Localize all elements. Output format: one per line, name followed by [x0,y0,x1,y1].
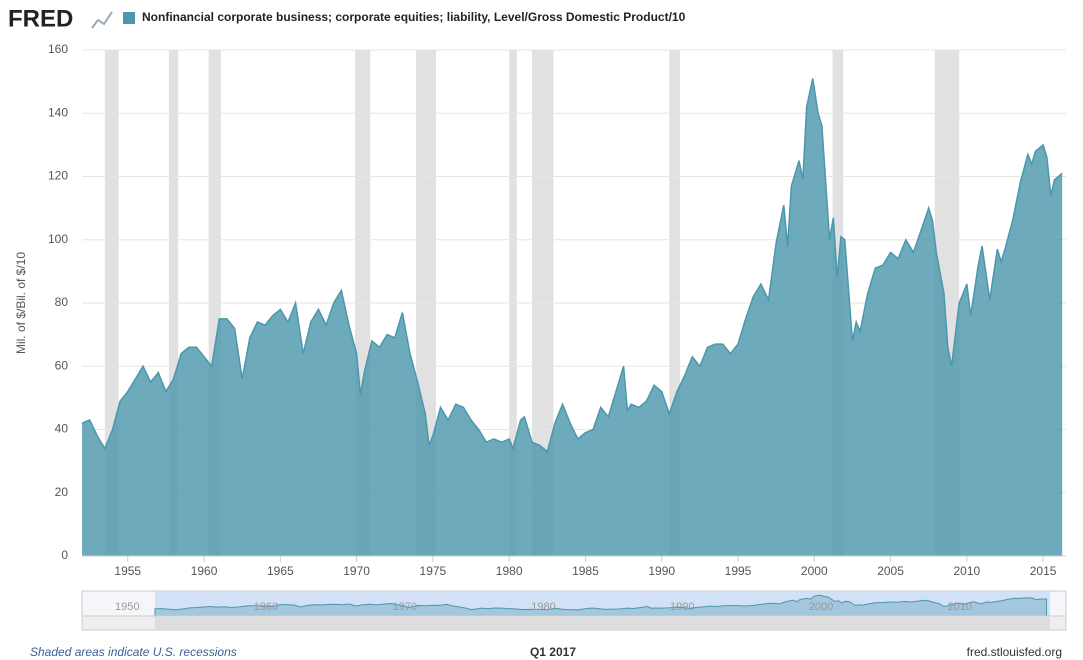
y-tick-label: 0 [61,548,68,562]
y-axis-label: Mil. of $/Bil. of $/10 [14,252,28,354]
navigator-series [154,594,1048,616]
area-fill [82,78,1063,557]
logo-icon [91,11,113,29]
x-tick-label: 1980 [496,564,523,578]
navigator-tick-label: 1990 [670,601,694,613]
x-tick-label: 2010 [953,564,980,578]
x-tick-label: 1960 [191,564,218,578]
y-tick-label: 120 [48,169,68,183]
recession-note: Shaded areas indicate U.S. recessions [30,645,237,659]
x-tick-label: 1965 [267,564,294,578]
y-tick-label: 100 [48,232,68,246]
logo: FRED [8,5,73,32]
y-tick-label: 60 [55,358,69,372]
navigator-tick-label: 1970 [393,601,417,613]
y-tick-label: 40 [55,422,69,436]
x-tick-label: 1985 [572,564,599,578]
x-tick-label: 1970 [343,564,370,578]
x-tick-label: 1955 [114,564,141,578]
source: fred.stlouisfed.org [967,645,1062,659]
navigator-selection[interactable] [155,591,1050,616]
x-tick-label: 1990 [648,564,675,578]
navigator-tick-label: 1960 [254,601,278,613]
navigator-tick-label: 1980 [531,601,555,613]
x-tick-label: 2015 [1030,564,1057,578]
navigator-tick-label: 2010 [948,601,972,613]
x-tick-label: 2005 [877,564,904,578]
period-label: Q1 2017 [530,645,576,659]
navigator-content: 1950 1960 1970 1980 1990 2000 2010 [115,594,1048,616]
area-line [81,78,1063,453]
y-tick-label: 80 [55,295,69,309]
plot-area: 0 20 40 60 80 100 120 140 160 1955 1960 1965 1970 197… [48,42,1066,578]
x-tick-label: 1995 [725,564,752,578]
navigator-tick-label: 2000 [809,601,833,613]
x-tick-label: 1975 [420,564,447,578]
scrollbar-thumb[interactable] [155,617,1050,629]
y-tick-label: 20 [55,485,69,499]
y-tick-label: 160 [48,42,68,56]
navigator-tick-label: 1950 [115,601,139,613]
legend-label: Nonfinancial corporate business; corpora… [142,10,686,24]
x-tick-label: 2000 [801,564,828,578]
y-tick-label: 140 [48,105,68,119]
legend-swatch [123,12,135,24]
